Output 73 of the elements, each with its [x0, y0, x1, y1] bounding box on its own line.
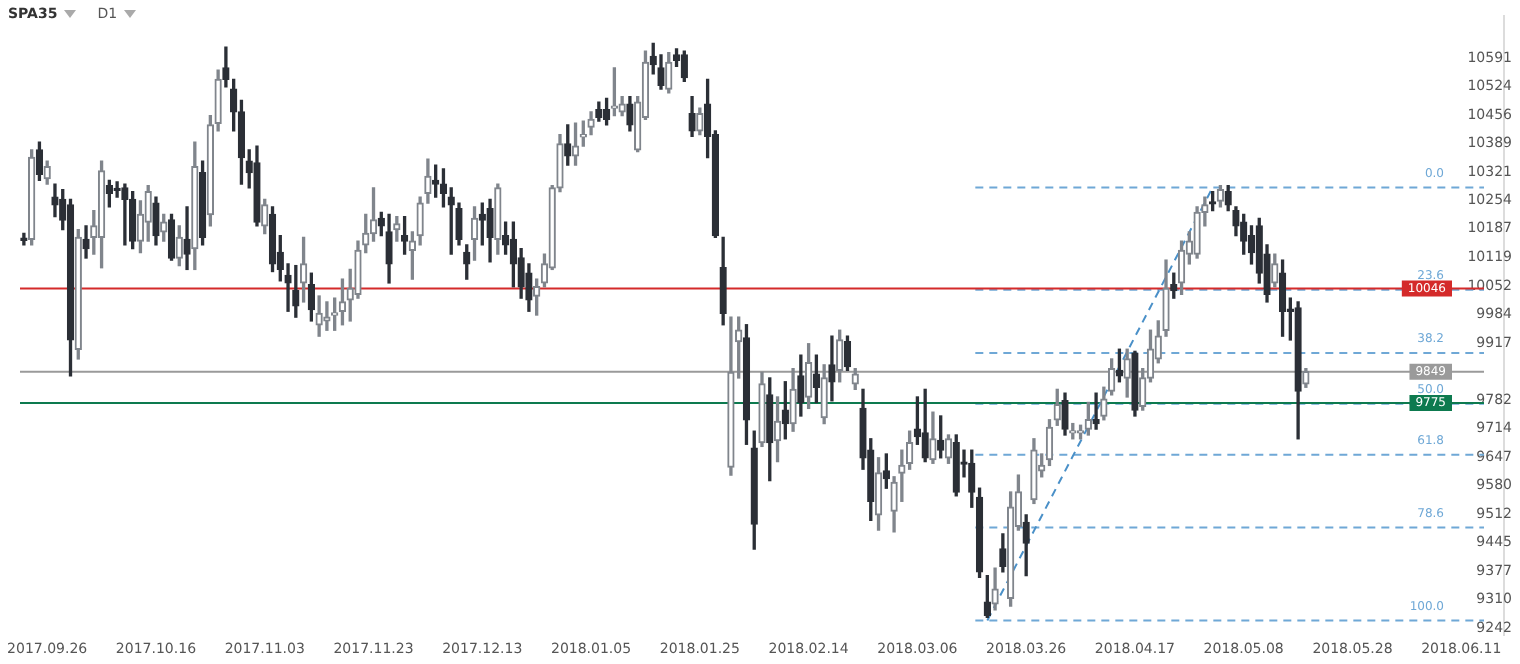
candlestick — [766, 377, 774, 482]
candlestick — [1302, 368, 1310, 388]
candlestick — [129, 191, 137, 250]
candlestick — [268, 206, 277, 273]
candlestick — [1092, 392, 1100, 430]
candlestick — [486, 198, 494, 263]
candlestick — [999, 533, 1007, 573]
candlestick — [1115, 348, 1124, 383]
candlestick — [183, 206, 191, 271]
candlestick — [400, 215, 409, 255]
candlestick — [105, 179, 114, 208]
candlestick — [571, 122, 580, 166]
candlestick — [610, 67, 619, 117]
candlestick — [1271, 253, 1279, 288]
candlestick — [789, 368, 797, 432]
candlestick — [82, 225, 90, 259]
candlestick — [167, 213, 176, 261]
candlestick — [253, 145, 261, 227]
candlestick — [1061, 392, 1069, 436]
candlestick — [20, 232, 28, 246]
candlestick — [595, 101, 603, 122]
candlestick — [1131, 350, 1139, 417]
candlestick — [851, 368, 859, 391]
candlestick — [750, 430, 758, 550]
candlestick — [97, 160, 106, 269]
candlestick — [323, 301, 331, 331]
candlestick — [602, 97, 611, 126]
candlestick — [160, 213, 168, 242]
candlestick — [478, 202, 486, 246]
candlestick — [1069, 422, 1077, 440]
candlestick — [680, 50, 688, 83]
candlestick — [1294, 301, 1302, 440]
candlestick — [261, 198, 269, 235]
candlestick — [836, 329, 844, 383]
candlestick — [385, 213, 393, 284]
candlestick — [43, 160, 51, 185]
candlestick — [191, 141, 199, 271]
candlestick — [874, 457, 883, 531]
candlestick — [1208, 191, 1217, 212]
candlestick — [564, 124, 572, 166]
candlestick — [175, 225, 183, 267]
candlestick — [937, 415, 945, 459]
candlestick — [494, 183, 502, 255]
candlestick — [1216, 185, 1225, 208]
candlestick — [991, 567, 999, 611]
candlestick — [952, 434, 960, 497]
candlestick — [688, 95, 696, 138]
candlestick — [742, 324, 751, 445]
candlestick — [113, 181, 121, 198]
candlestick — [820, 364, 828, 425]
candlestick — [696, 107, 704, 136]
candlestick — [665, 52, 673, 94]
candlestick — [1084, 401, 1092, 436]
candlestick — [27, 149, 36, 246]
candlestick — [152, 196, 160, 246]
candlestick — [1030, 438, 1038, 505]
candlestick — [719, 236, 727, 326]
candlestick — [299, 236, 308, 303]
candlestick — [882, 453, 890, 489]
candlestick — [1278, 259, 1287, 337]
candlestick — [781, 381, 789, 440]
candlestick — [74, 229, 82, 360]
candlestick — [727, 316, 735, 476]
candlestick — [35, 141, 44, 181]
candlestick — [315, 295, 323, 337]
candlestick — [828, 335, 836, 402]
candlestick — [1123, 348, 1131, 398]
candlestick — [804, 343, 813, 410]
candlestick — [198, 160, 207, 246]
candlestick — [929, 411, 937, 464]
candlestick — [758, 371, 766, 448]
candlestick — [121, 183, 129, 246]
candlestick — [626, 95, 634, 132]
